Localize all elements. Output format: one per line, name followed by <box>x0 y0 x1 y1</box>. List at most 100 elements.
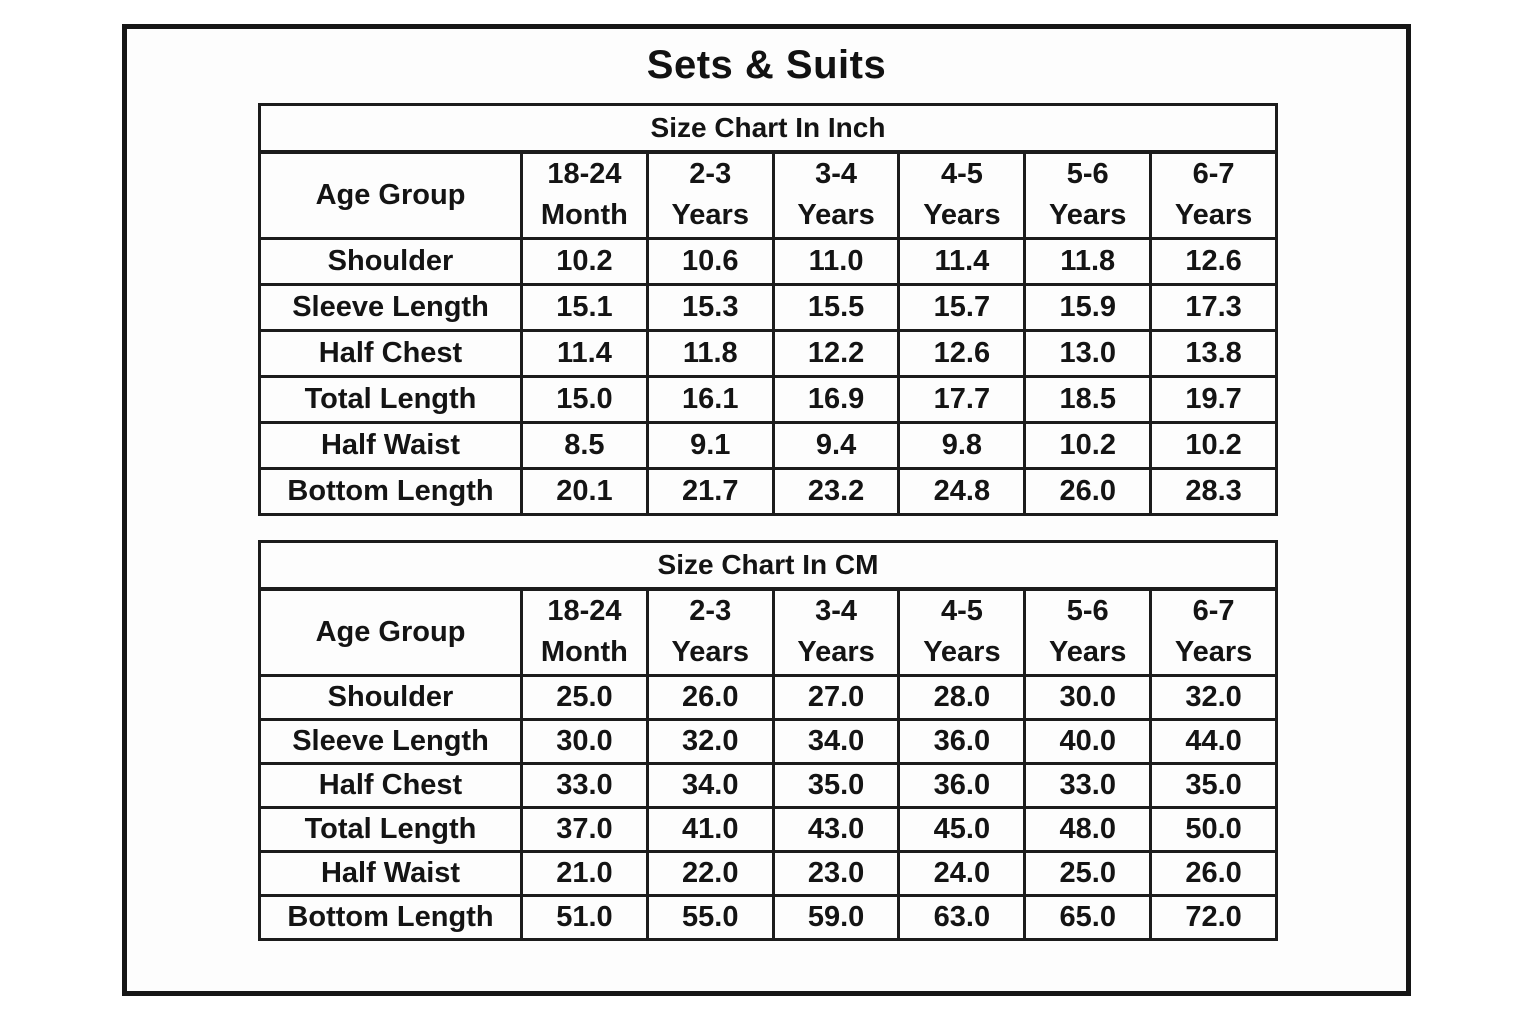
value-cell: 36.0 <box>897 762 1027 809</box>
table-row: Half Waist 8.5 9.1 9.4 9.8 10.2 10.2 <box>258 421 1278 470</box>
value-cell: 12.6 <box>897 329 1027 378</box>
row-label: Shoulder <box>258 237 523 286</box>
value-cell: 9.8 <box>897 421 1027 470</box>
value-cell: 37.0 <box>520 806 649 853</box>
table-row: Total Length 37.0 41.0 43.0 45.0 48.0 50… <box>258 806 1278 853</box>
row-label: Sleeve Length <box>258 718 523 765</box>
table-row: Total Length 15.0 16.1 16.9 17.7 18.5 19… <box>258 375 1278 424</box>
value-cell: 20.1 <box>520 467 649 516</box>
column-header: 3-4 Years <box>771 587 901 677</box>
value-cell: 40.0 <box>1023 718 1153 765</box>
value-cell: 35.0 <box>1149 762 1278 809</box>
value-cell: 34.0 <box>771 718 901 765</box>
value-cell: 28.0 <box>897 674 1027 721</box>
size-table-cm: Size Chart In CM Age Group 18-24 Month 2… <box>258 540 1278 941</box>
value-cell: 15.5 <box>771 283 901 332</box>
value-cell: 55.0 <box>645 894 775 941</box>
column-header: 4-5 Years <box>897 150 1027 240</box>
chart-frame: Sets & Suits Size Chart In Inch Age Grou… <box>122 24 1411 996</box>
table-caption: Size Chart In Inch <box>258 103 1278 154</box>
value-cell: 44.0 <box>1149 718 1278 765</box>
value-cell: 18.5 <box>1023 375 1153 424</box>
value-cell: 9.4 <box>771 421 901 470</box>
value-cell: 32.0 <box>645 718 775 765</box>
value-cell: 15.3 <box>645 283 775 332</box>
table-header-row: Age Group 18-24 Month 2-3 Years 3-4 Year… <box>258 587 1278 677</box>
table-row: Half Chest 33.0 34.0 35.0 36.0 33.0 35.0 <box>258 762 1278 809</box>
row-label: Half Chest <box>258 762 523 809</box>
value-cell: 26.0 <box>1023 467 1153 516</box>
value-cell: 33.0 <box>520 762 649 809</box>
value-cell: 22.0 <box>645 850 775 897</box>
table-caption-row: Size Chart In CM <box>258 540 1278 591</box>
value-cell: 8.5 <box>520 421 649 470</box>
value-cell: 63.0 <box>897 894 1027 941</box>
value-cell: 15.0 <box>520 375 649 424</box>
age-group-header: Age Group <box>258 587 523 677</box>
value-cell: 11.4 <box>897 237 1027 286</box>
row-label: Shoulder <box>258 674 523 721</box>
value-cell: 13.0 <box>1023 329 1153 378</box>
value-cell: 12.2 <box>771 329 901 378</box>
table-caption-row: Size Chart In Inch <box>258 103 1278 154</box>
table-row: Sleeve Length 15.1 15.3 15.5 15.7 15.9 1… <box>258 283 1278 332</box>
value-cell: 12.6 <box>1149 237 1278 286</box>
table-caption: Size Chart In CM <box>258 540 1278 591</box>
table-row: Sleeve Length 30.0 32.0 34.0 36.0 40.0 4… <box>258 718 1278 765</box>
table-row: Shoulder 25.0 26.0 27.0 28.0 30.0 32.0 <box>258 674 1278 721</box>
value-cell: 30.0 <box>520 718 649 765</box>
value-cell: 32.0 <box>1149 674 1278 721</box>
row-label: Half Waist <box>258 421 523 470</box>
table-row: Bottom Length 20.1 21.7 23.2 24.8 26.0 2… <box>258 467 1278 516</box>
value-cell: 10.2 <box>1023 421 1153 470</box>
value-cell: 25.0 <box>520 674 649 721</box>
value-cell: 65.0 <box>1023 894 1153 941</box>
value-cell: 35.0 <box>771 762 901 809</box>
value-cell: 21.0 <box>520 850 649 897</box>
value-cell: 15.7 <box>897 283 1027 332</box>
table-row: Bottom Length 51.0 55.0 59.0 63.0 65.0 7… <box>258 894 1278 941</box>
value-cell: 28.3 <box>1149 467 1278 516</box>
column-header: 4-5 Years <box>897 587 1027 677</box>
row-label: Total Length <box>258 375 523 424</box>
column-header: 6-7 Years <box>1149 150 1278 240</box>
value-cell: 41.0 <box>645 806 775 853</box>
value-cell: 27.0 <box>771 674 901 721</box>
value-cell: 10.2 <box>520 237 649 286</box>
row-label: Sleeve Length <box>258 283 523 332</box>
value-cell: 9.1 <box>645 421 775 470</box>
column-header: 2-3 Years <box>645 587 775 677</box>
row-label: Half Chest <box>258 329 523 378</box>
value-cell: 15.9 <box>1023 283 1153 332</box>
value-cell: 23.2 <box>771 467 901 516</box>
column-header: 5-6 Years <box>1023 587 1153 677</box>
value-cell: 16.9 <box>771 375 901 424</box>
column-header: 18-24 Month <box>520 587 649 677</box>
value-cell: 11.8 <box>645 329 775 378</box>
value-cell: 34.0 <box>645 762 775 809</box>
value-cell: 10.2 <box>1149 421 1278 470</box>
row-label: Bottom Length <box>258 467 523 516</box>
value-cell: 36.0 <box>897 718 1027 765</box>
table-row: Shoulder 10.2 10.6 11.0 11.4 11.8 12.6 <box>258 237 1278 286</box>
value-cell: 11.4 <box>520 329 649 378</box>
value-cell: 17.7 <box>897 375 1027 424</box>
table-header-row: Age Group 18-24 Month 2-3 Years 3-4 Year… <box>258 150 1278 240</box>
value-cell: 11.8 <box>1023 237 1153 286</box>
value-cell: 48.0 <box>1023 806 1153 853</box>
value-cell: 15.1 <box>520 283 649 332</box>
value-cell: 33.0 <box>1023 762 1153 809</box>
value-cell: 51.0 <box>520 894 649 941</box>
table-row: Half Waist 21.0 22.0 23.0 24.0 25.0 26.0 <box>258 850 1278 897</box>
size-table-inch: Size Chart In Inch Age Group 18-24 Month… <box>258 103 1278 516</box>
table-row: Half Chest 11.4 11.8 12.2 12.6 13.0 13.8 <box>258 329 1278 378</box>
value-cell: 17.3 <box>1149 283 1278 332</box>
value-cell: 72.0 <box>1149 894 1278 941</box>
value-cell: 26.0 <box>1149 850 1278 897</box>
value-cell: 30.0 <box>1023 674 1153 721</box>
value-cell: 25.0 <box>1023 850 1153 897</box>
value-cell: 16.1 <box>645 375 775 424</box>
page-title: Sets & Suits <box>646 43 887 87</box>
row-label: Total Length <box>258 806 523 853</box>
column-header: 3-4 Years <box>771 150 901 240</box>
